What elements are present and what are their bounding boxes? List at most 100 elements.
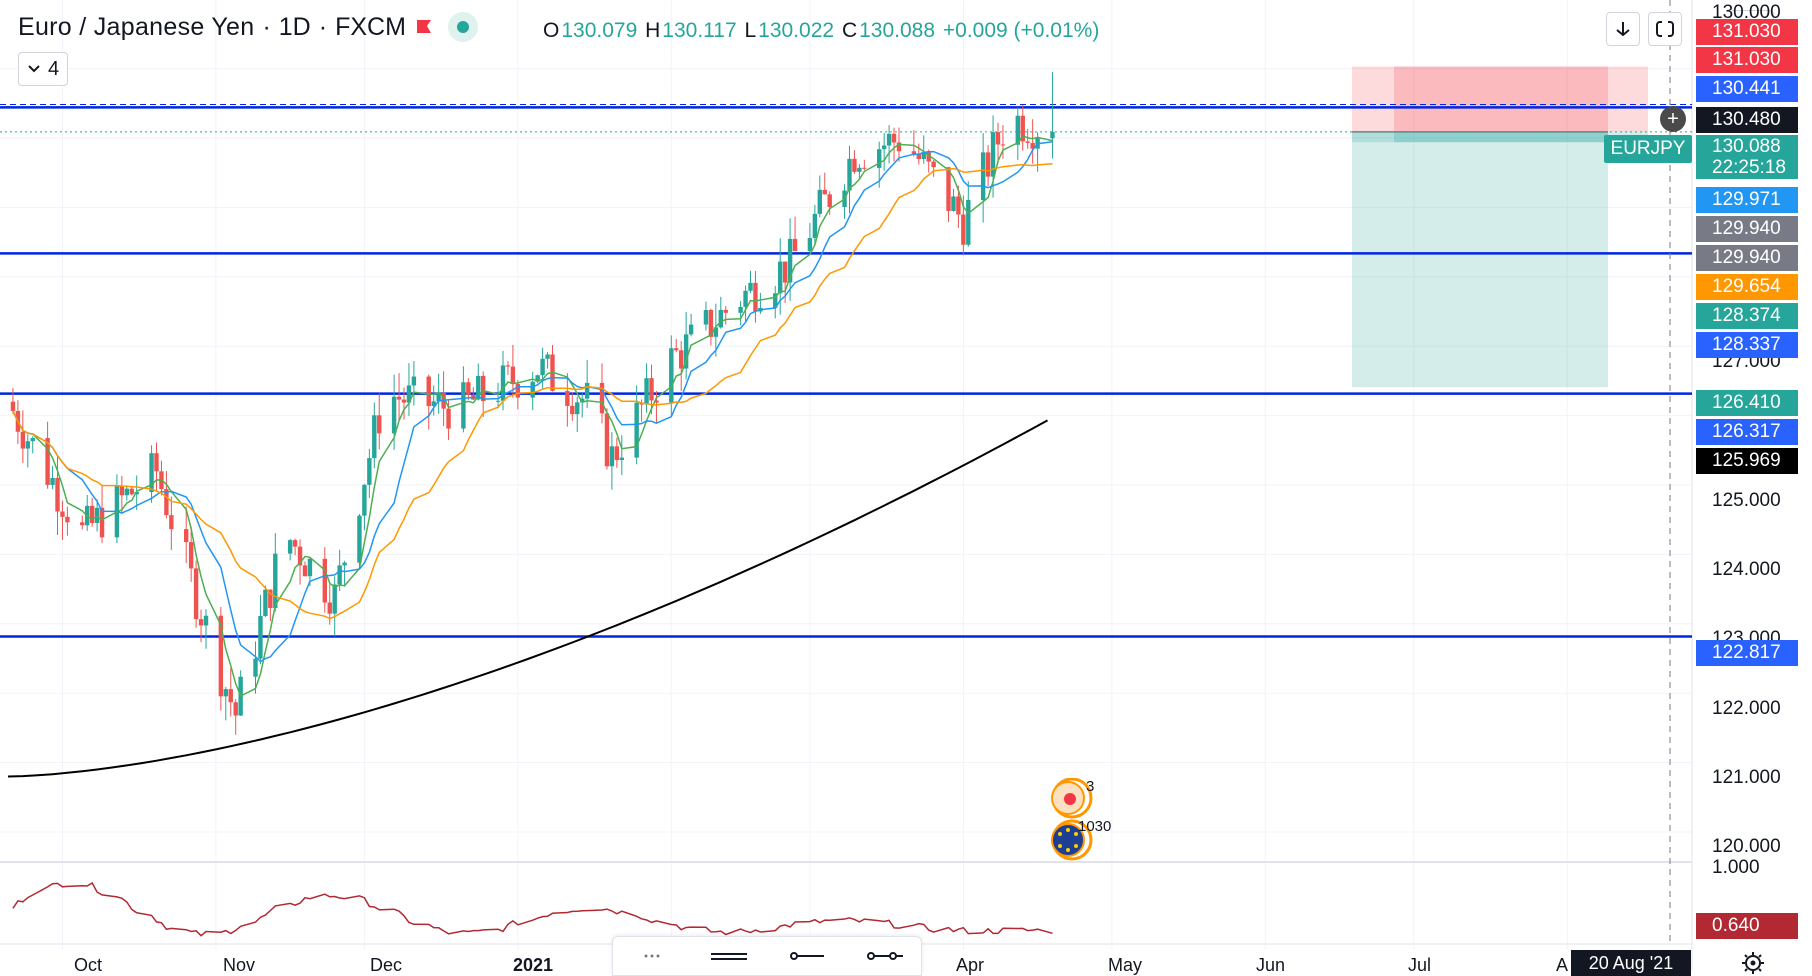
candle-body bbox=[530, 381, 535, 398]
candle-body bbox=[1030, 142, 1035, 149]
candle-body bbox=[669, 348, 674, 403]
trend-line-tool-icon[interactable] bbox=[707, 941, 751, 971]
candle-body bbox=[951, 196, 956, 211]
candle-body bbox=[723, 309, 728, 313]
exchange-label[interactable]: FXCM bbox=[335, 12, 406, 41]
settings-gear-icon[interactable] bbox=[1740, 950, 1766, 976]
candle-body bbox=[782, 261, 788, 283]
last-price-value: 130.088 bbox=[1712, 136, 1781, 157]
candle-body bbox=[812, 213, 818, 238]
candle-body bbox=[377, 415, 382, 434]
fullscreen-icon bbox=[1656, 20, 1674, 38]
price-tick: 121.000 bbox=[1712, 767, 1781, 788]
candle-body bbox=[129, 488, 134, 495]
candle-body bbox=[342, 562, 347, 566]
candle-body bbox=[995, 132, 1001, 145]
open-value: 130.079 bbox=[561, 19, 638, 42]
symbol-name[interactable]: Euro / Japanese Yen bbox=[18, 12, 255, 41]
candle-body bbox=[154, 453, 159, 472]
symbol-label-tag: EURJPY bbox=[1604, 135, 1692, 163]
price-tick: 122.000 bbox=[1712, 698, 1781, 719]
candle-body bbox=[990, 132, 996, 177]
separator: · bbox=[318, 12, 328, 41]
economic-events-icon[interactable] bbox=[1046, 778, 1106, 862]
crosshair-date-tag: 20 Aug '21 bbox=[1571, 950, 1691, 976]
fullscreen-button[interactable] bbox=[1648, 12, 1682, 46]
candle-body bbox=[599, 382, 605, 414]
candle-body bbox=[580, 398, 585, 403]
candle-body bbox=[609, 446, 615, 467]
ray-tool-icon[interactable] bbox=[784, 941, 828, 971]
price-tick: 120.000 bbox=[1712, 836, 1781, 857]
candle-body bbox=[738, 306, 743, 313]
candle-body bbox=[565, 390, 570, 406]
price-tick: 124.000 bbox=[1712, 559, 1781, 580]
candle-body bbox=[431, 401, 436, 407]
candle-body bbox=[604, 413, 610, 467]
event-count: 3 bbox=[1086, 778, 1095, 795]
level-price-tag: 122.817 bbox=[1696, 640, 1798, 666]
toolbar-grip-icon[interactable] bbox=[630, 941, 674, 971]
candle-body bbox=[65, 516, 70, 523]
candle-body bbox=[223, 689, 228, 697]
candle-body bbox=[852, 158, 857, 172]
flag-icon[interactable] bbox=[414, 17, 434, 37]
extended-line-tool-icon[interactable] bbox=[861, 941, 905, 971]
candle-body bbox=[817, 189, 822, 214]
candle-body bbox=[921, 152, 926, 159]
level-price-tag: 126.317 bbox=[1696, 419, 1798, 445]
target-zone bbox=[1352, 131, 1608, 388]
indicators-toggle-button[interactable]: 4 bbox=[18, 52, 68, 86]
candle-body bbox=[877, 149, 882, 168]
candle-body bbox=[99, 507, 105, 538]
candle-body bbox=[307, 558, 313, 577]
download-button[interactable] bbox=[1606, 12, 1640, 46]
candle-body bbox=[584, 382, 590, 399]
candle-body bbox=[674, 348, 679, 351]
candle-body bbox=[60, 511, 65, 517]
candle-body bbox=[1000, 144, 1006, 146]
drawing-toolbar bbox=[612, 936, 922, 976]
candle-body bbox=[575, 402, 580, 415]
candle-body bbox=[89, 505, 95, 523]
candle-body bbox=[476, 375, 481, 400]
candle-body bbox=[743, 290, 748, 307]
candle-body bbox=[436, 392, 441, 402]
candle-body bbox=[881, 145, 887, 150]
candle-body bbox=[753, 282, 758, 312]
candle-body bbox=[827, 194, 832, 207]
time-tick: A bbox=[1556, 955, 1569, 975]
change-value: +0.009 (+0.01%) bbox=[942, 19, 1100, 42]
candle-body bbox=[495, 400, 501, 402]
candle-body bbox=[203, 615, 209, 626]
candle-body bbox=[773, 293, 778, 308]
candle-body bbox=[287, 540, 293, 554]
candle-body bbox=[961, 214, 966, 245]
crosshair-price-tag: 130.480 bbox=[1696, 107, 1798, 133]
indicator-tick: 1.000 bbox=[1712, 857, 1760, 878]
high-label: H bbox=[645, 19, 661, 42]
add-alert-plus-icon[interactable]: + bbox=[1660, 106, 1686, 132]
candle-body bbox=[332, 584, 337, 614]
candle-body bbox=[1015, 115, 1020, 145]
indicator-line bbox=[12, 881, 1053, 937]
symbol-header[interactable]: Euro / Japanese Yen · 1D · FXCM bbox=[18, 12, 478, 42]
candle-body bbox=[426, 376, 431, 407]
candle-body bbox=[688, 324, 694, 335]
candle-body bbox=[372, 415, 377, 459]
candle-body bbox=[535, 375, 540, 382]
candle-body bbox=[614, 446, 620, 461]
time-tick: Apr bbox=[956, 955, 985, 975]
target-zone bbox=[1352, 131, 1648, 143]
interval-label[interactable]: 1D bbox=[278, 12, 311, 41]
candle-body bbox=[540, 358, 545, 376]
market-status-icon[interactable] bbox=[447, 12, 478, 42]
target-zone-inner bbox=[1394, 131, 1608, 143]
candle-body bbox=[619, 457, 624, 461]
candle-body bbox=[297, 546, 303, 566]
candle-body bbox=[985, 152, 991, 177]
candle-body bbox=[857, 167, 862, 172]
level-price-tag: 128.337 bbox=[1696, 332, 1798, 358]
indicator-price-tag: 0.640 bbox=[1696, 913, 1798, 939]
